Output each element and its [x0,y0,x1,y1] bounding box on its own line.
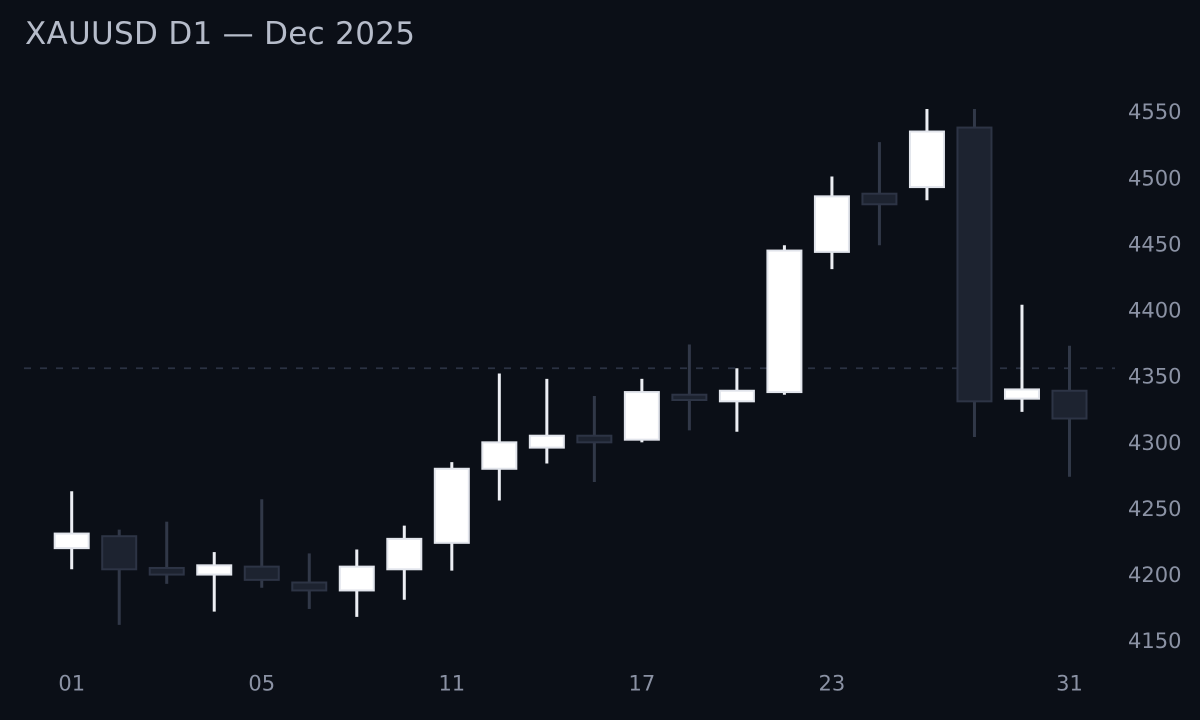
candle-08 [291,553,328,609]
candle-body [338,565,375,592]
candle-body [433,467,470,544]
x-axis-tick-label: 17 [629,672,656,696]
candle-body [148,566,185,576]
candle-22 [766,245,803,395]
candle-01 [53,491,90,570]
candle-body [956,126,993,403]
candle-body [908,130,945,189]
y-axis-tick-label: 4350 [1128,365,1181,389]
candle-09 [338,549,375,617]
candle-body [623,391,660,441]
y-axis-tick-label: 4500 [1128,166,1181,190]
y-axis-tick-label: 4200 [1128,563,1181,587]
y-axis-tick-label: 4150 [1128,629,1181,653]
candle-body [766,249,803,394]
candle-body [243,565,280,581]
candle-11 [433,462,470,571]
candle-10 [386,525,423,600]
candle-body [528,434,565,449]
candle-05 [243,499,280,588]
candle-body [291,581,328,592]
candle-29 [956,109,993,438]
candle-18 [671,344,708,431]
x-axis-tick-label: 01 [58,672,85,696]
candle-body [196,564,233,576]
candle-02 [101,529,138,625]
candle-body [1051,389,1088,420]
candle-body [576,434,613,444]
candle-body [481,441,518,470]
x-axis-tick-label: 31 [1056,672,1083,696]
y-axis-tick-label: 4300 [1128,431,1181,455]
chart-title: XAUUSD D1 — Dec 2025 [25,16,416,52]
y-axis-tick-label: 4450 [1128,232,1181,256]
candle-body [386,537,423,571]
candle-23 [813,176,850,270]
candle-31 [1051,345,1088,477]
y-axis-tick-label: 4250 [1128,497,1181,521]
candle-30 [1003,304,1040,412]
y-axis-tick-label: 4400 [1128,299,1181,323]
candle-16 [576,396,613,482]
candle-12 [481,373,518,501]
x-axis-tick-label: 11 [438,672,465,696]
candle-26 [908,109,945,201]
x-axis-tick-label: 23 [819,672,846,696]
x-axis-tick-label: 05 [248,672,275,696]
candle-body [718,389,755,403]
candle-17 [623,378,660,443]
candle-body [813,195,850,253]
candle-body [861,192,898,206]
candle-body [671,393,708,402]
candle-03 [148,521,185,584]
candle-19 [718,368,755,432]
y-axis-tick-label: 4550 [1128,100,1181,124]
candle-15 [528,378,565,464]
candle-24 [861,142,898,246]
candle-04 [196,552,233,612]
candle-body [1003,388,1040,400]
candle-body [101,535,138,571]
candle-body [53,532,90,550]
